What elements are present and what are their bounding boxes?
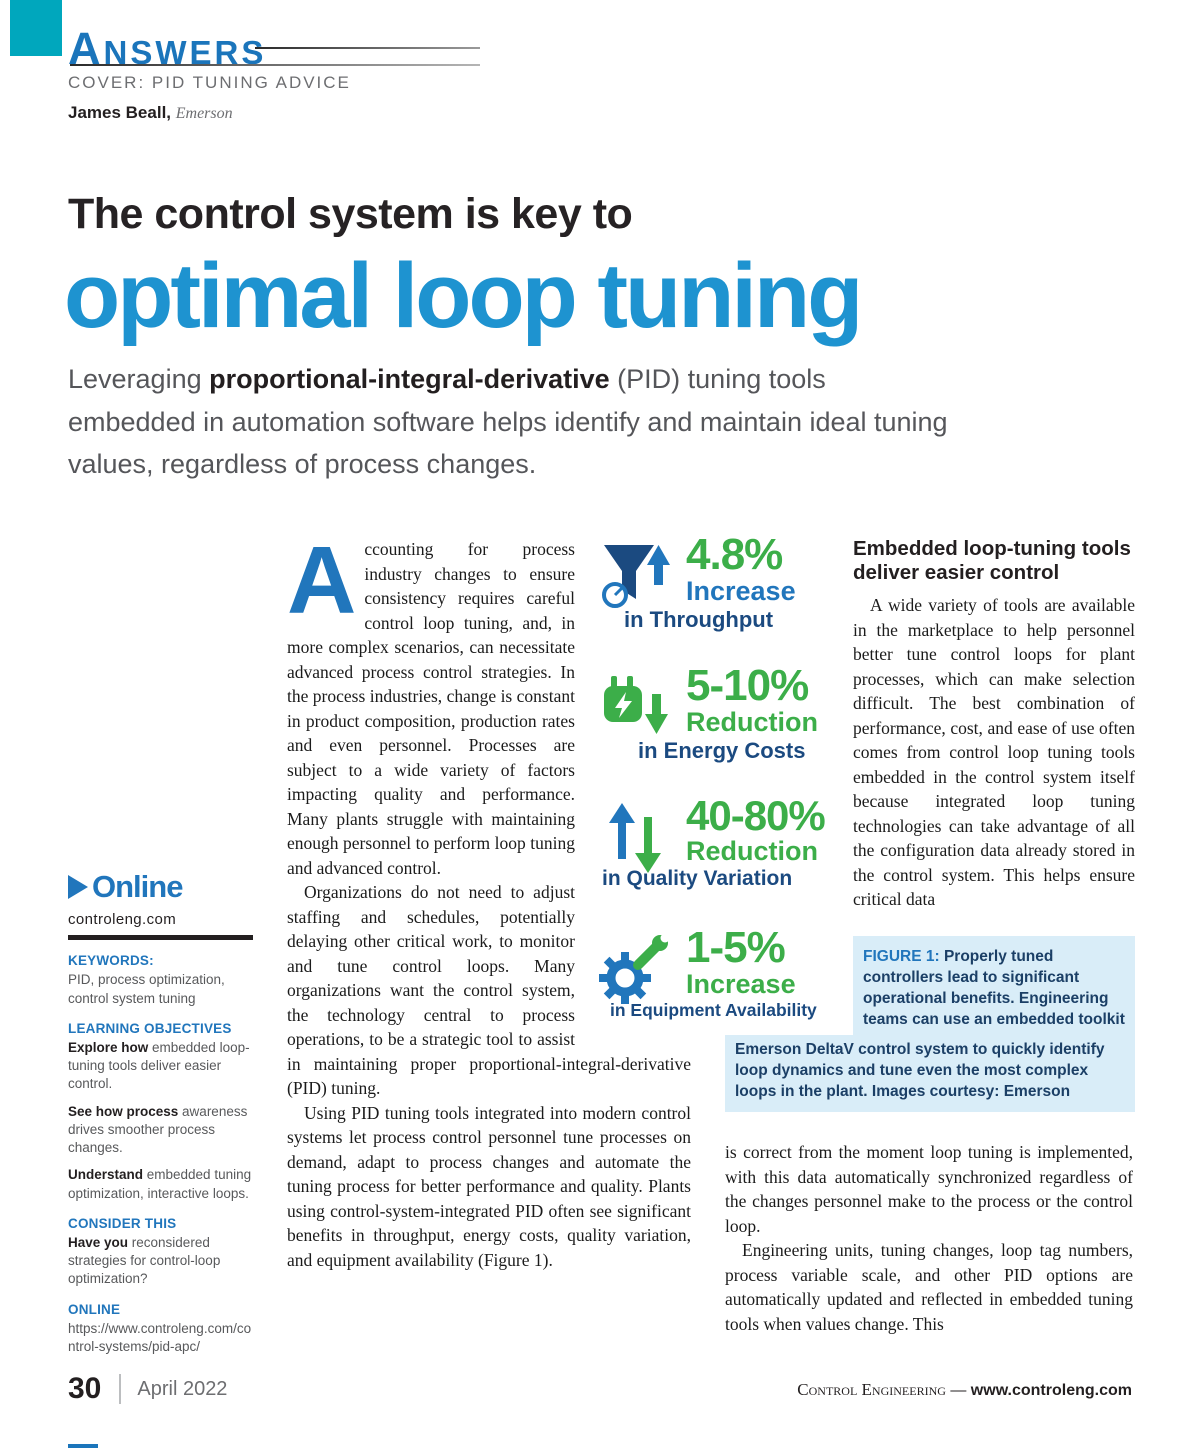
bottom-corner-dash [68, 1444, 98, 1448]
author-organization: Emerson [175, 105, 233, 122]
stat-direction: Reduction [686, 836, 818, 866]
objective-lead: Understand [68, 1167, 144, 1183]
magazine-site-link[interactable]: www.controleng.com [970, 1382, 1132, 1399]
issue-date: April 2022 [137, 1377, 228, 1400]
figure-caption-bottom: Emerson DeltaV control system to quickly… [725, 1035, 1135, 1113]
stat-quality: 40-80% Reduction in Quality Variation [598, 795, 828, 905]
objective-rest: embedded tuning optimization, interactiv… [68, 1167, 252, 1201]
continuation-paragraph-2: Engineering units, tuning changes, loop … [725, 1240, 1133, 1334]
stat-direction: Increase [686, 969, 796, 999]
stat-value: 4.8% [686, 530, 783, 579]
benefits-infographic: 4.8% Increase in Throughput 5-10% Reduct… [598, 533, 828, 1057]
section-title: Answers [68, 23, 267, 74]
body-paragraph-3: Using PID tuning tools integrated into m… [287, 1102, 691, 1270]
stat-value: 40-80% [686, 792, 826, 839]
funnel-gauge-icon [598, 537, 676, 615]
magazine-brand: Control Engineering [797, 1380, 946, 1399]
headline-title: optimal loop tuning [64, 245, 863, 347]
consider-this-label: CONSIDER THIS [68, 1215, 177, 1231]
stat-throughput: 4.8% Increase in Throughput [598, 533, 828, 643]
footer-separator: — [945, 1382, 971, 1399]
masthead-rule-top [255, 47, 480, 49]
body-column-right: Embedded loop-tuning tools deliver easie… [853, 537, 1135, 912]
figure-label: FIGURE 1: [863, 948, 940, 965]
objective-item: See how process awareness drives smoothe… [68, 1103, 258, 1158]
stat-metric: in Equipment Availability [610, 999, 817, 1020]
footer-divider [119, 1374, 122, 1404]
masthead-rule-bottom [70, 64, 480, 66]
footer-right: Control Engineering — www.controleng.com [797, 1380, 1132, 1400]
continuation-paragraph-1: is correct from the moment loop tuning i… [725, 1142, 1133, 1236]
cover-tagline: COVER: PID TUNING ADVICE [68, 73, 351, 92]
page-number: 30 [68, 1372, 102, 1405]
stat-metric: in Energy Costs [638, 737, 806, 763]
sidebar-divider-bar [68, 935, 253, 941]
objective-lead: Explore how [68, 1039, 149, 1055]
gear-wrench-icon [598, 930, 676, 1008]
deck-text-pre: Leveraging [68, 364, 210, 394]
body-column-continuation: is correct from the moment loop tuning i… [725, 1140, 1133, 1336]
body-paragraph-1-text: ccounting for process industry changes t… [287, 539, 575, 878]
learning-objectives-label: LEARNING OBJECTIVES [68, 1020, 232, 1036]
consider-rest: reconsidered strategies for control-loop… [68, 1234, 221, 1287]
deck-paragraph: Leveraging proportional-integral-derivat… [68, 358, 958, 486]
stat-availability: 1-5% Increase in Equipment Availability [598, 926, 828, 1036]
stat-direction: Reduction [686, 707, 818, 737]
headline-kicker: The control system is key to [68, 190, 633, 238]
author-name: James Beall, [68, 103, 172, 122]
online-brand: Online [92, 869, 183, 904]
objective-item: Explore how embedded loop-tuning tools d… [68, 1039, 258, 1094]
online-logo: Online [68, 866, 258, 908]
stat-metric: in Quality Variation [602, 866, 793, 890]
footer-left: 30 April 2022 [68, 1372, 227, 1406]
stat-metric: in Throughput [624, 606, 774, 632]
stat-energy: 5-10% Reduction in Energy Costs [598, 664, 828, 774]
objective-rest: awareness drives smoother process change… [68, 1103, 248, 1156]
online-label: ONLINE [68, 1301, 121, 1317]
right-column-paragraph: A wide variety of tools are available in… [853, 595, 1135, 910]
subsection-heading: Embedded loop-tuning tools deliver easie… [853, 537, 1131, 584]
online-url: https://www.controleng.com/control-syste… [68, 1320, 258, 1356]
deck-text-post: (PID) tuning tools embedded in automatio… [68, 364, 948, 480]
consider-this-text: Have you reconsidered strategies for con… [68, 1234, 258, 1289]
online-sidebar: Online controleng.com KEYWORDS: PID, pro… [68, 866, 258, 1356]
consider-lead: Have you [68, 1234, 129, 1250]
drop-cap: A [287, 527, 357, 634]
body-paragraph-2: Organizations do not need to adjust staf… [287, 882, 691, 1098]
objective-lead: See how process [68, 1103, 179, 1119]
online-url-link[interactable]: https://www.controleng.com/control-syste… [68, 1320, 252, 1355]
up-down-arrows-icon [598, 799, 676, 877]
figure-caption-text-top: Properly tuned controllers lead to signi… [863, 948, 1125, 1049]
controleng-site-link[interactable]: controleng.com [68, 910, 177, 928]
objective-item: Understand embedded tuning optimization,… [68, 1166, 258, 1202]
stat-direction: Increase [686, 576, 796, 606]
energy-plug-icon [598, 668, 676, 746]
stat-value: 1-5% [686, 923, 786, 972]
keywords-label: KEYWORDS: [68, 953, 154, 969]
teal-corner-mark [10, 0, 62, 56]
stat-value: 5-10% [686, 661, 809, 710]
byline: James Beall, Emerson [68, 103, 233, 123]
play-arrow-icon [68, 874, 88, 899]
objective-rest: embedded loop-tuning tools deliver easie… [68, 1039, 250, 1092]
deck-text-bold: proportional-integral-derivative [209, 364, 610, 394]
keywords-text: PID, process optimization, control syste… [68, 972, 225, 1006]
